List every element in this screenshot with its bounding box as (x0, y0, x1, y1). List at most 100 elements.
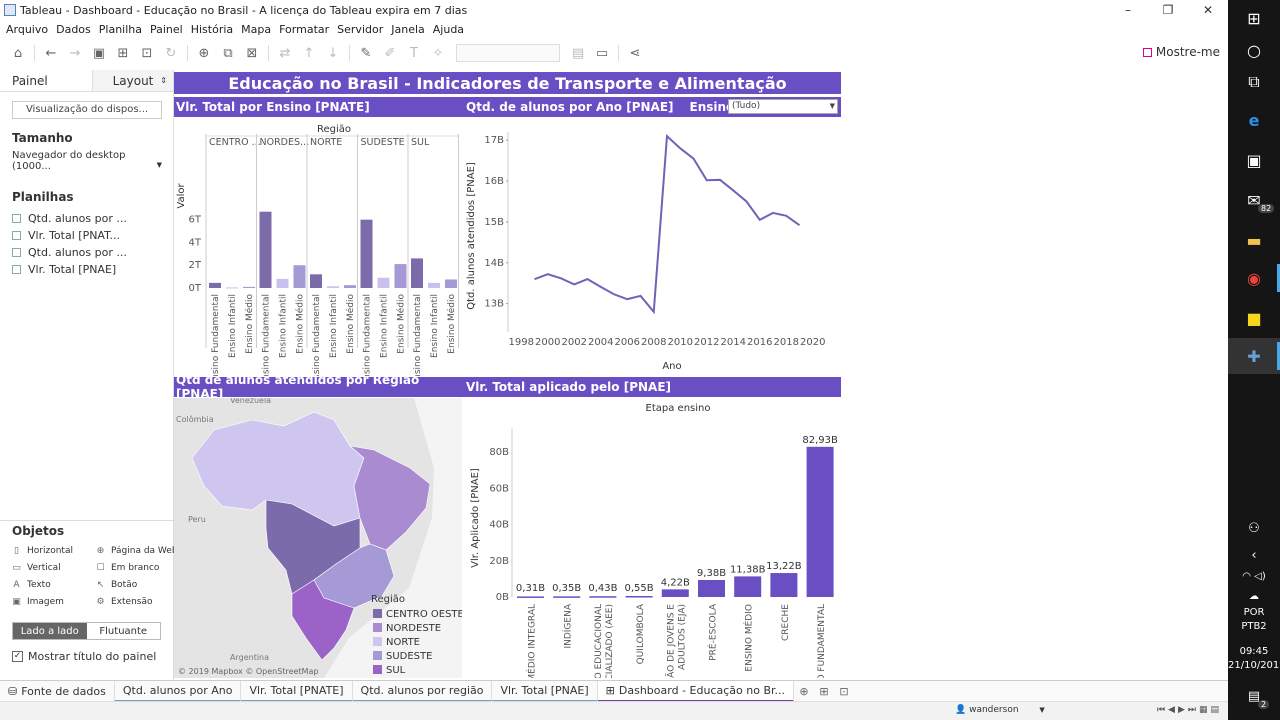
sheet-nav-icons[interactable]: ⏮◀▶⏭▦▤ (1156, 705, 1222, 715)
tab-painel[interactable]: Painel (0, 70, 93, 91)
chrome-icon[interactable]: ◉ (1228, 260, 1280, 296)
bar-norte-2[interactable] (344, 285, 356, 288)
task-view-icon[interactable]: ⧉ (1248, 72, 1260, 91)
pause-updates-icon[interactable]: ⊡ (141, 45, 153, 61)
sticky-notes-icon[interactable]: ■ (1246, 308, 1262, 328)
new-datasource-icon[interactable]: ⊞ (117, 45, 129, 61)
bar-stage-0[interactable] (517, 596, 544, 598)
fix-axes-icon[interactable]: ▤ (571, 45, 585, 61)
share-icon[interactable]: ⋖ (629, 45, 641, 61)
legend-swatch[interactable] (373, 665, 382, 674)
bar-stage-2[interactable] (589, 596, 617, 598)
pnate-bar-chart[interactable]: Região Valor 0T 2T 4T 6T CENTRO ... Ensino Fund… (174, 118, 462, 386)
menu-servidor[interactable]: Servidor (337, 22, 384, 36)
cortana-icon[interactable]: ○ (1247, 40, 1261, 60)
people-icon[interactable]: ⚇ (1248, 520, 1260, 536)
user-menu[interactable]: 👤 wanderson ▼ (955, 705, 1045, 715)
maximize-button[interactable]: ❐ (1162, 3, 1174, 17)
bar-centro-2[interactable] (243, 286, 255, 288)
region-map[interactable]: Venezuela Colômbia Peru Argentina © 2019 Map… (174, 396, 464, 678)
file-explorer-icon[interactable]: ▬ (1246, 230, 1262, 250)
store-icon[interactable]: ▣ (1246, 150, 1262, 170)
menu-arquivo[interactable]: Arquivo (6, 22, 49, 36)
bar-stage-5[interactable] (698, 580, 725, 597)
labels-icon[interactable]: T (410, 45, 418, 61)
bar-nordes-1[interactable] (276, 278, 289, 288)
new-worksheet-icon[interactable]: ⊕ (799, 684, 809, 698)
sort-asc-icon[interactable]: ↑ (303, 45, 315, 61)
legend-swatch[interactable] (373, 637, 382, 646)
tab-sheet[interactable]: Qtd. alunos por região (352, 680, 493, 702)
bar-stage-6[interactable] (734, 576, 762, 597)
sheet-item[interactable]: Qtd. alunos por ... (12, 210, 173, 227)
sheet-item[interactable]: Qtd. alunos por ... (12, 244, 173, 261)
menu-mapa[interactable]: Mapa (241, 22, 272, 36)
bar-stage-3[interactable] (625, 596, 653, 598)
tab-sheet[interactable]: Vlr. Total [PNAE] (492, 680, 598, 702)
bar-sul-0[interactable] (411, 258, 423, 288)
tableau-taskbar-icon[interactable]: ✚ (1228, 338, 1280, 374)
sheet-item[interactable]: Vlr. Total [PNAT... (12, 227, 173, 244)
region-sul[interactable] (291, 579, 355, 661)
object-extension[interactable]: ⚙ Extensão (96, 595, 180, 608)
bar-sudeste-2[interactable] (394, 264, 407, 288)
object-blank[interactable]: ☐ Em branco (96, 561, 180, 574)
menu-historia[interactable]: História (190, 22, 234, 36)
clear-sheet-icon[interactable]: ⊠ (246, 45, 258, 61)
series-line[interactable] (534, 133, 801, 315)
bar-sudeste-0[interactable] (360, 219, 373, 288)
minimize-button[interactable]: – (1125, 3, 1131, 17)
bar-centro-0[interactable] (209, 282, 221, 288)
menu-formatar[interactable]: Formatar (279, 22, 330, 36)
menu-planilha[interactable]: Planilha (98, 22, 142, 36)
chevron-left-icon[interactable]: ‹ (1251, 547, 1257, 563)
tab-data-source[interactable]: ⛁ Fonte de dados (0, 680, 115, 702)
object-text[interactable]: A Texto (12, 578, 96, 591)
bar-stage-4[interactable] (661, 589, 689, 597)
pin-icon[interactable]: ✧ (432, 45, 444, 61)
bar-sul-2[interactable] (445, 279, 457, 288)
bar-norte-1[interactable] (327, 286, 339, 288)
fit-select[interactable] (456, 44, 560, 62)
region-nordeste[interactable] (348, 445, 431, 551)
refresh-icon[interactable]: ↻ (165, 45, 177, 61)
onedrive-icon[interactable]: ☁ (1249, 590, 1259, 602)
legend-swatch[interactable] (373, 609, 382, 618)
edge-icon[interactable]: e (1248, 110, 1260, 130)
new-sheet-icon[interactable]: ⊕ (198, 45, 210, 61)
sort-desc-icon[interactable]: ↓ (327, 45, 339, 61)
menu-dados[interactable]: Dados (56, 22, 91, 36)
legend-swatch[interactable] (373, 651, 382, 660)
new-story-icon[interactable]: ⊡ (839, 684, 849, 698)
bar-nordes-2[interactable] (293, 265, 306, 288)
tiled-button[interactable]: Lado a lado (13, 623, 87, 639)
bar-sudeste-1[interactable] (377, 277, 390, 288)
bar-nordes-0[interactable] (259, 211, 272, 288)
legend-swatch[interactable] (373, 623, 382, 632)
device-preview-button[interactable]: Visualização do dispos... (12, 101, 162, 119)
tab-sheet[interactable]: Qtd. alunos por Ano (114, 680, 242, 702)
bar-centro-1[interactable] (226, 287, 238, 289)
pane-menu-icon[interactable]: ⇕ (160, 76, 167, 85)
mail-icon[interactable]: ✉ 82 (1228, 182, 1280, 218)
windows-start-icon[interactable]: ⊞ (1247, 8, 1261, 28)
duplicate-sheet-icon[interactable]: ⧉ (223, 45, 233, 61)
tab-layout[interactable]: Layout ⇕ (93, 70, 173, 91)
object-button[interactable]: ↖ Botão (96, 578, 180, 591)
highlight-icon[interactable]: ✎ (360, 45, 372, 61)
sheet-item[interactable]: Vlr. Total [PNAE] (12, 261, 173, 278)
show-title-option[interactable]: ✓ Mostrar título do painel (12, 650, 156, 663)
menu-painel[interactable]: Painel (150, 22, 183, 36)
bar-stage-1[interactable] (553, 596, 581, 598)
swap-icon[interactable]: ⇄ (279, 45, 291, 61)
menu-janela[interactable]: Janela (391, 22, 425, 36)
size-select[interactable]: Navegador do desktop (1000... ▼ (12, 150, 162, 172)
bar-norte-0[interactable] (310, 274, 322, 288)
menu-ajuda[interactable]: Ajuda (432, 22, 465, 36)
object-image[interactable]: ▣ Imagem (12, 595, 96, 608)
bar-stage-8[interactable] (806, 446, 834, 597)
notifications-icon[interactable]: ▤ 2 (1228, 678, 1280, 714)
presentation-icon[interactable]: ▭ (595, 45, 609, 61)
group-icon[interactable]: ✐ (384, 45, 396, 61)
